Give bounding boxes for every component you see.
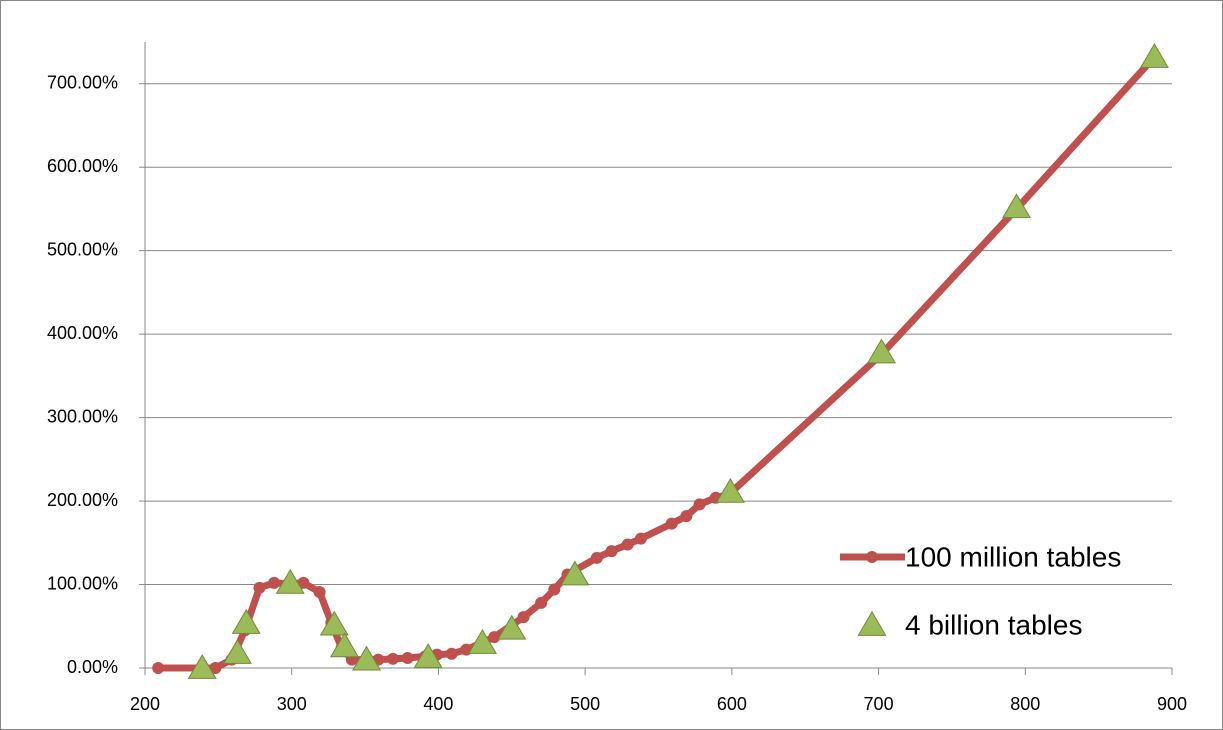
y-tick-label: 700.00% — [47, 72, 118, 92]
y-tick-label: 100.00% — [47, 573, 118, 593]
x-tick-label: 200 — [130, 694, 160, 714]
point — [715, 477, 745, 503]
point — [488, 631, 501, 644]
point — [693, 498, 706, 511]
point — [152, 662, 165, 674]
point — [497, 614, 527, 640]
x-tick-label: 900 — [1157, 694, 1187, 714]
y-tick-label: 0.00% — [67, 657, 118, 677]
point — [386, 652, 399, 665]
y-tick-label: 600.00% — [47, 156, 118, 176]
point — [253, 581, 266, 594]
point — [621, 538, 634, 551]
point — [187, 654, 217, 679]
point — [548, 583, 561, 596]
point — [319, 610, 349, 636]
point — [1139, 43, 1169, 68]
point — [401, 651, 414, 664]
point — [352, 645, 382, 671]
point — [297, 576, 310, 589]
point — [634, 532, 647, 545]
y-tick-label: 400.00% — [47, 323, 118, 343]
point — [680, 510, 693, 523]
x-tick-label: 300 — [277, 694, 307, 714]
legend-swatch — [857, 611, 887, 636]
point — [222, 638, 252, 664]
y-tick-label: 500.00% — [47, 239, 118, 259]
point — [231, 608, 261, 634]
legend-label: 100 million tables — [905, 541, 1121, 572]
legend-label: 4 billion tables — [905, 609, 1082, 640]
point — [313, 586, 326, 599]
y-tick-label: 200.00% — [47, 490, 118, 510]
x-tick-label: 400 — [423, 694, 453, 714]
point — [605, 545, 618, 558]
point — [275, 568, 305, 594]
y-tick-label: 300.00% — [47, 406, 118, 426]
point — [413, 643, 443, 669]
point — [467, 628, 497, 654]
point — [209, 662, 222, 674]
point — [330, 632, 360, 658]
point — [866, 338, 897, 364]
point — [535, 596, 548, 609]
point — [517, 611, 530, 624]
legend-swatch — [866, 551, 878, 563]
point — [560, 560, 590, 586]
point — [1001, 193, 1032, 219]
x-tick-label: 500 — [570, 694, 600, 714]
x-tick-label: 600 — [717, 694, 747, 714]
x-tick-label: 800 — [1010, 694, 1040, 714]
point — [268, 576, 281, 589]
point — [665, 517, 678, 530]
point — [590, 551, 603, 564]
x-tick-label: 700 — [864, 694, 894, 714]
point — [445, 647, 458, 660]
